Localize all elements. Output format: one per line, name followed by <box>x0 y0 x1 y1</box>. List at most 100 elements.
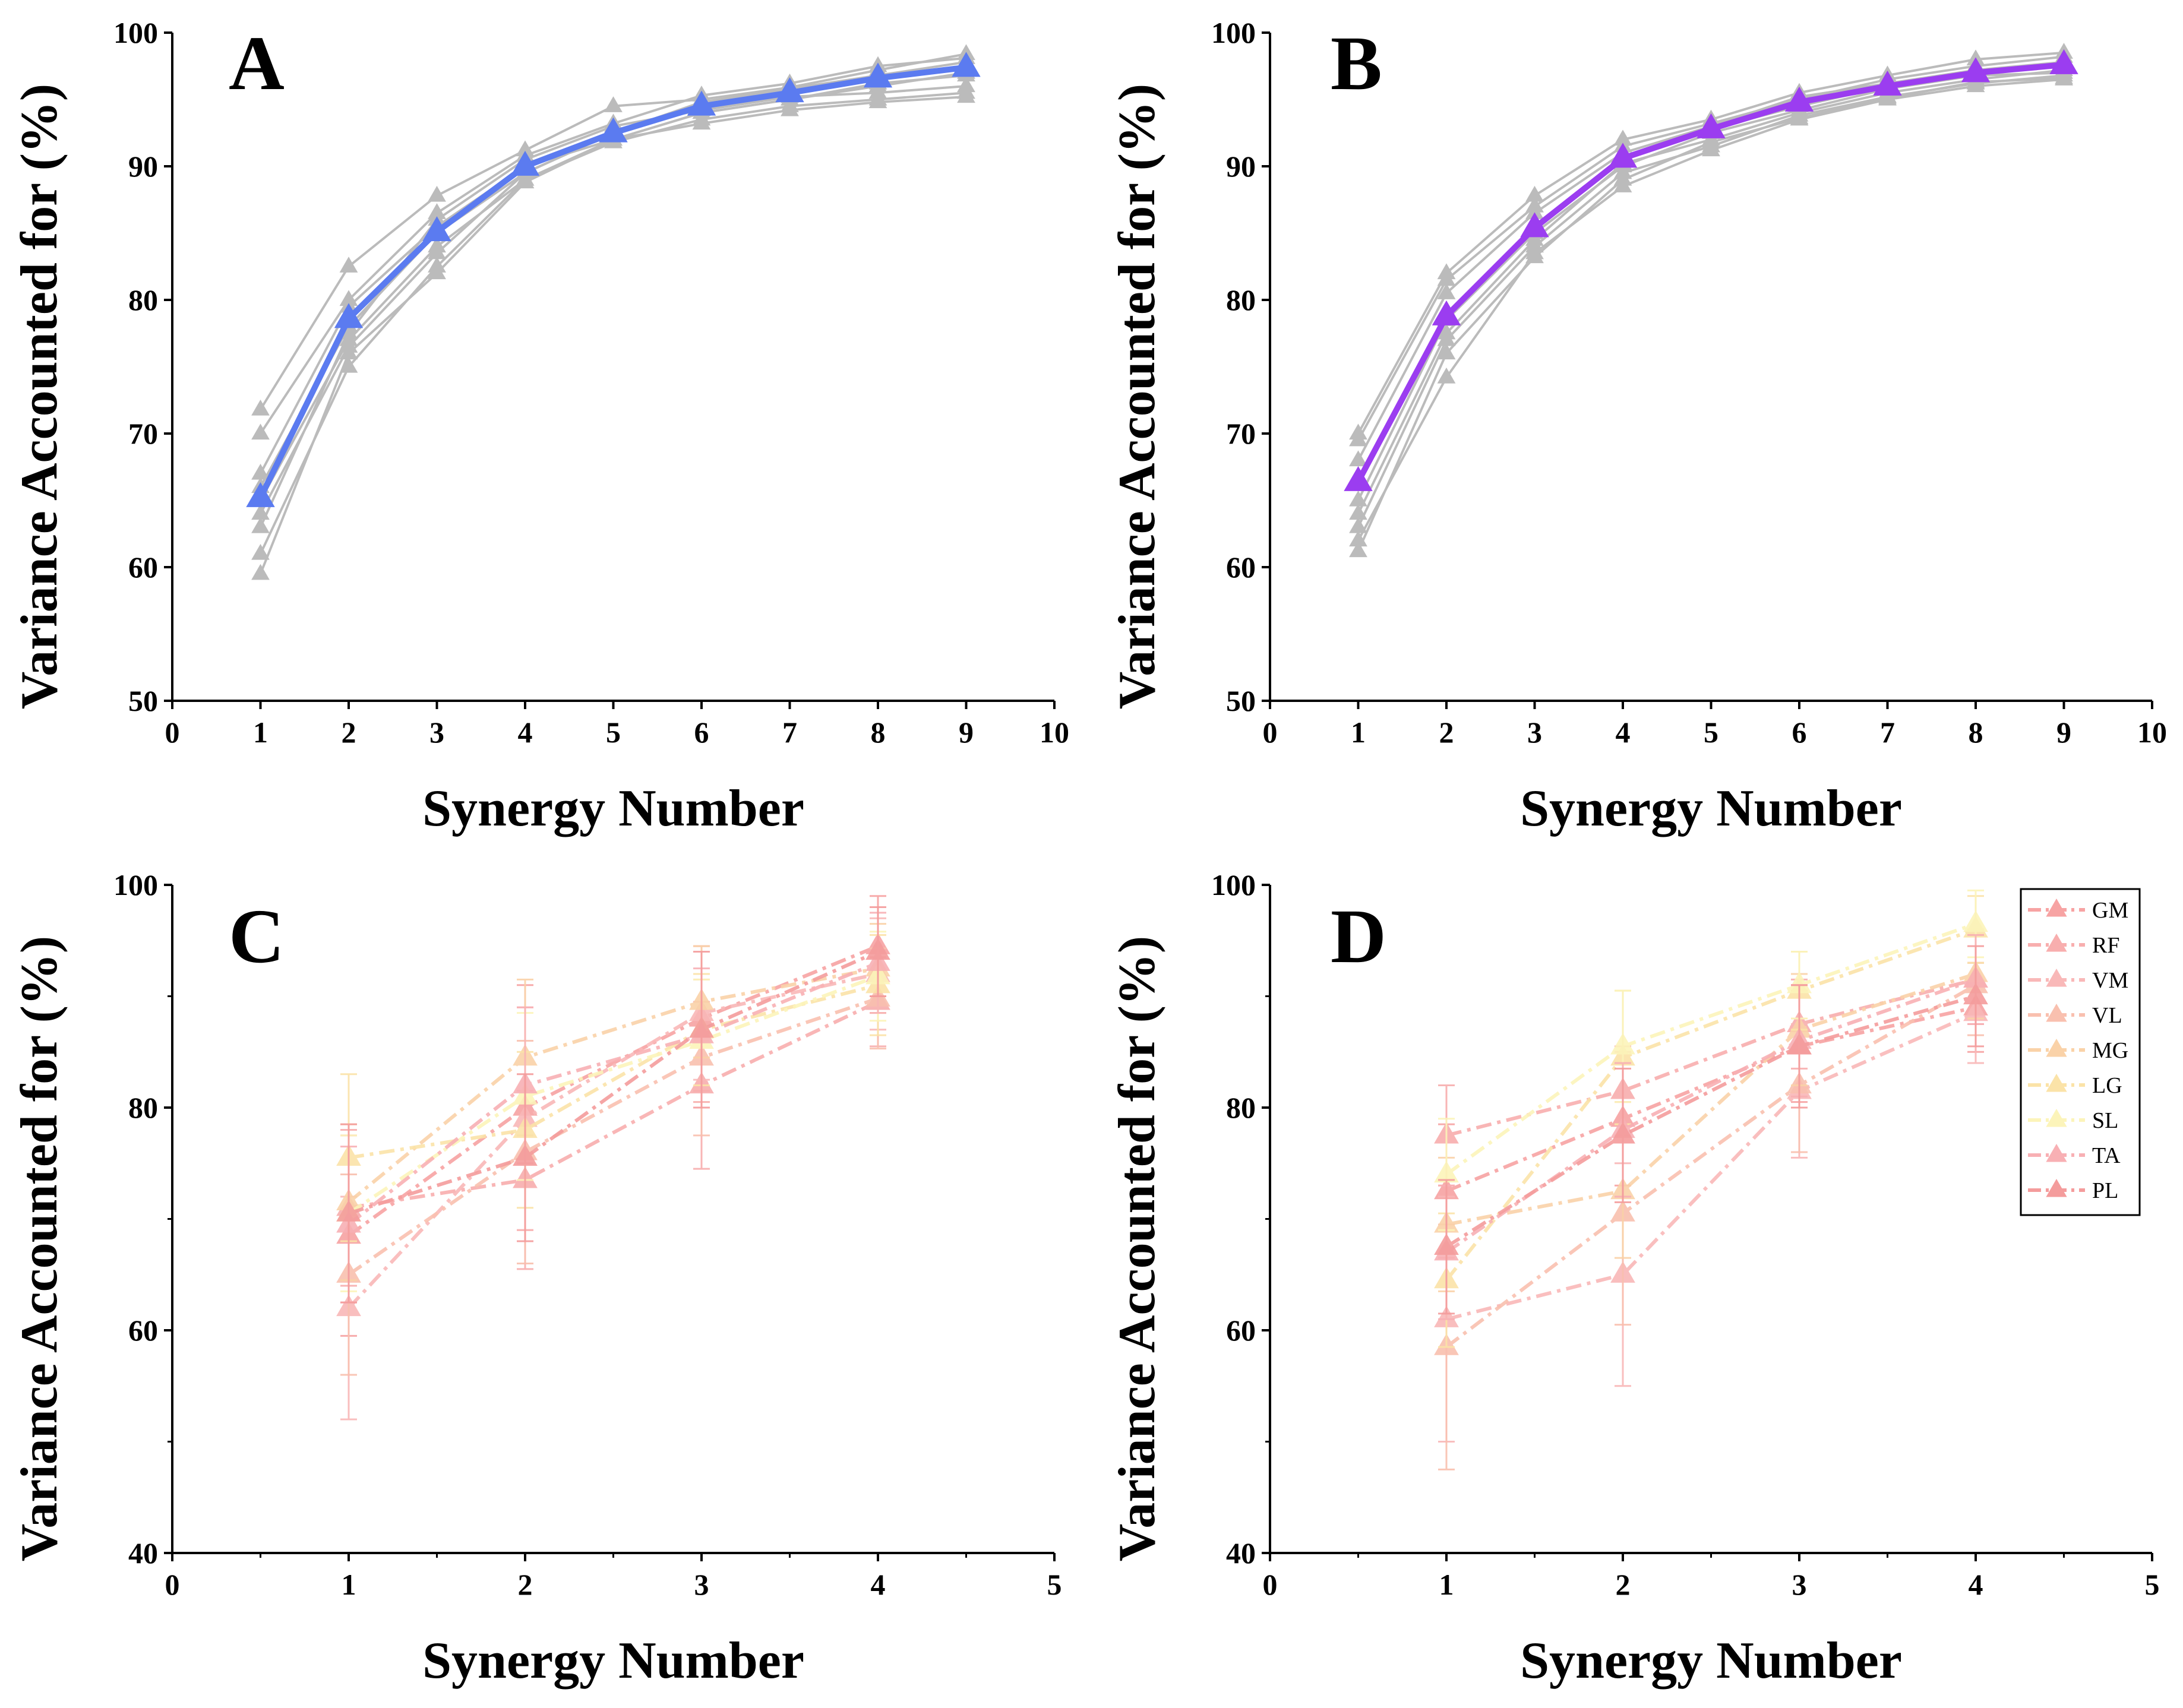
mean-marker <box>1784 86 1814 112</box>
series-line <box>1445 928 1976 1282</box>
mean-marker <box>334 303 364 328</box>
series-marker <box>1787 972 1812 994</box>
legend-label: PL <box>2092 1178 2118 1203</box>
x-tick-label: 3 <box>1527 716 1542 749</box>
mean-marker <box>952 52 981 77</box>
y-tick-label: 60 <box>1226 551 1256 584</box>
x-tick-label: 0 <box>165 1568 180 1601</box>
y-tick-label: 40 <box>128 1536 158 1570</box>
series-marker <box>1610 1033 1635 1055</box>
subject-marker <box>339 257 358 273</box>
x-tick-label: 1 <box>1351 716 1366 749</box>
mean-marker <box>1520 212 1549 238</box>
subject-marker <box>428 263 446 280</box>
x-tick-label: 0 <box>165 716 180 749</box>
y-tick-label: 50 <box>1226 684 1256 717</box>
mean-marker <box>1697 113 1726 138</box>
subject-marker <box>1349 541 1367 558</box>
subject-marker <box>1525 203 1544 219</box>
legend-marker <box>2046 1073 2067 1092</box>
series-sl <box>336 931 890 1292</box>
subject-line <box>259 91 966 555</box>
x-tick-label: 8 <box>1969 716 1983 749</box>
legend-marker <box>2046 1038 2067 1057</box>
y-axis-title: Variance Accounted for (%) <box>1108 936 1166 1561</box>
x-tick-label: 9 <box>2056 716 2071 749</box>
subject-marker <box>251 564 270 580</box>
x-tick-label: 5 <box>606 716 621 749</box>
x-tick-label: 4 <box>871 1568 886 1601</box>
mean-marker <box>1961 57 1991 83</box>
subject-marker <box>781 100 799 116</box>
series-gm <box>1434 961 1988 1259</box>
subject-marker <box>428 185 446 202</box>
x-tick-label: 4 <box>518 716 533 749</box>
y-tick-label: 70 <box>1226 417 1256 450</box>
x-tick-label: 2 <box>1616 1568 1631 1601</box>
series-marker <box>1434 1160 1459 1183</box>
subject-marker <box>1613 169 1632 186</box>
x-tick-label: 10 <box>2137 716 2167 749</box>
subject-marker <box>1437 330 1456 346</box>
subject-marker <box>1790 108 1809 125</box>
series-line <box>347 974 879 1215</box>
x-axis-title: Synergy Number <box>1520 1632 1902 1690</box>
x-tick-label: 10 <box>1040 716 1069 749</box>
panel-b: 0 1 2 3 4 5 6 7 8 9 10 50 60 70 80 90 100 Synergy Number V… <box>1108 16 2167 837</box>
series-line <box>1445 983 1977 1349</box>
series-rf <box>336 956 890 1287</box>
legend-label: GM <box>2092 898 2128 923</box>
x-tick-label: 9 <box>959 716 974 749</box>
x-tick-label: 2 <box>342 716 356 749</box>
x-tick-label: 5 <box>1047 1568 1062 1601</box>
legend-label: MG <box>2092 1038 2128 1063</box>
series-marker <box>689 1016 714 1038</box>
subject-marker <box>957 87 975 103</box>
x-tick-label: 6 <box>694 716 709 749</box>
x-tick-label: 1 <box>253 716 268 749</box>
series-vl <box>336 947 890 1376</box>
legend-marker <box>2046 1108 2067 1127</box>
y-tick-label: 80 <box>128 283 158 317</box>
subject-marker <box>1437 270 1456 286</box>
mean-marker <box>2049 49 2078 74</box>
panel-letter: C <box>229 894 285 979</box>
mean-marker <box>510 150 540 176</box>
series-sl <box>1434 889 1988 1231</box>
subject-marker <box>1437 283 1456 299</box>
series-marker <box>1434 1233 1459 1255</box>
panel-a: 0 1 2 3 4 5 6 7 8 9 10 50 60 70 80 90 100 Synergy Number V… <box>11 16 1069 837</box>
series-line <box>347 997 879 1276</box>
panel-c: 0 1 2 3 4 5 40 60 80 100 Synergy Number Variance Ac… <box>11 868 1062 1690</box>
mean-marker <box>775 77 804 103</box>
subject-marker <box>2055 68 2073 84</box>
y-tick-label: 50 <box>128 684 158 717</box>
x-tick-label: 1 <box>342 1568 356 1601</box>
subject-line <box>259 96 966 574</box>
mean-marker <box>599 117 628 143</box>
subject-marker <box>1349 517 1367 533</box>
y-tick-label: 90 <box>1226 150 1256 183</box>
y-tick-label: 100 <box>1211 868 1256 902</box>
y-axis-title: Variance Accounted for (%) <box>1108 84 1166 709</box>
mean-marker <box>687 90 716 116</box>
y-tick-label: 40 <box>1226 1536 1256 1570</box>
series-marker <box>1787 1033 1812 1055</box>
plot-area <box>1434 889 1988 1470</box>
legend-label: LG <box>2092 1073 2122 1098</box>
series-lg <box>1434 895 1988 1348</box>
series-pl <box>336 906 890 1304</box>
series-marker <box>513 1144 538 1166</box>
subject-marker <box>339 343 358 360</box>
x-tick-label: 0 <box>1263 1568 1278 1601</box>
series-line <box>1446 972 1976 1226</box>
legend-label: VL <box>2092 1003 2122 1028</box>
y-tick-label: 60 <box>1226 1314 1256 1347</box>
series-vm <box>336 917 890 1421</box>
subject-marker <box>1702 132 1720 148</box>
subject-marker <box>339 356 358 373</box>
subject-marker <box>516 172 535 189</box>
panel-letter: D <box>1331 894 1386 979</box>
subject-marker <box>868 92 887 109</box>
